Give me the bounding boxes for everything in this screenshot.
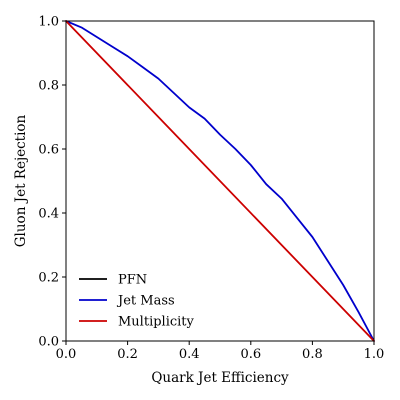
y-tick-label: 1.0: [38, 15, 59, 30]
legend-label: PFN: [118, 273, 147, 288]
legend-label: Jet Mass: [116, 294, 175, 309]
legend-label: Multiplicity: [118, 315, 195, 330]
legend: PFN Jet Mass Multiplicity: [79, 273, 195, 330]
y-axis-label: Gluon Jet Rejection: [13, 114, 29, 247]
x-tick-label: 0.6: [240, 347, 261, 362]
x-tick-label: 1.0: [364, 347, 385, 362]
series-layer: [65, 20, 375, 342]
x-tick-label: 0.2: [117, 347, 138, 362]
series-line-jet-mass: [65, 20, 375, 342]
y-tick-label: 0.4: [38, 207, 59, 222]
x-axis-label: Quark Jet Efficiency: [151, 370, 289, 386]
x-tick-label: 0.8: [302, 347, 323, 362]
y-tick-label: 0.8: [38, 79, 59, 94]
x-tick-label: 0.4: [179, 347, 200, 362]
y-tick-label: 0.2: [38, 271, 59, 286]
ticks-layer: 0.0 0.2 0.4 0.6 0.8 1.0 0.0 0.2 0.4 0.6 0.8 1.0: [38, 15, 384, 363]
plot-frame: [65, 20, 375, 342]
x-tick-label: 0.0: [56, 347, 77, 362]
series-line-multiplicity: [65, 20, 375, 342]
y-tick-label: 0.0: [38, 335, 59, 350]
y-tick-label: 0.6: [38, 143, 59, 158]
